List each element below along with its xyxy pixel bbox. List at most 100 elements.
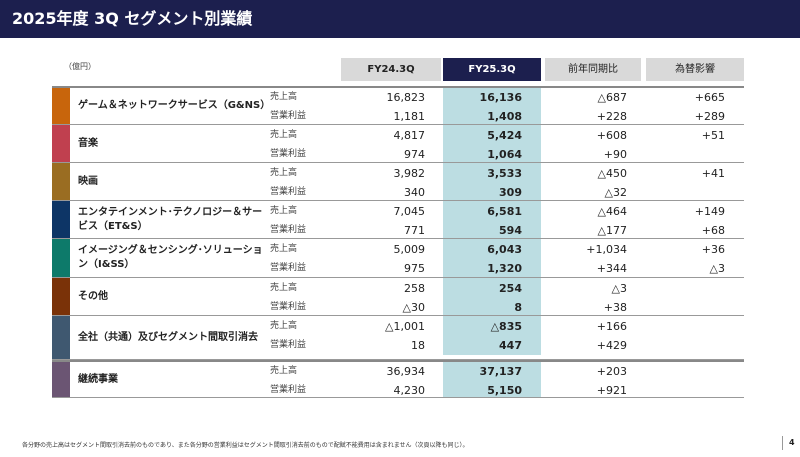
segment-name: エンタテインメント･テクノロジー＆サービス（ET&S） xyxy=(78,206,263,232)
metric-label: 売上高 xyxy=(270,366,298,376)
metric-label: 売上高 xyxy=(270,244,298,254)
value-cell: +149 xyxy=(694,205,725,218)
value-cell: 5,424 xyxy=(487,129,522,142)
value-cell: 1,408 xyxy=(487,110,522,123)
value-cell: △687 xyxy=(597,91,627,104)
value-cell: 3,982 xyxy=(393,167,426,180)
segment-color-swatch xyxy=(52,163,70,200)
value-cell: +344 xyxy=(596,262,627,275)
value-cell: 340 xyxy=(404,186,425,199)
value-cell: 5,009 xyxy=(393,243,426,256)
segment-color-swatch xyxy=(52,278,70,315)
value-cell: +90 xyxy=(603,148,627,161)
value-cell: 5,150 xyxy=(487,384,522,397)
metric-label: 営業利益 xyxy=(270,302,307,312)
metric-label: 営業利益 xyxy=(270,340,307,350)
value-cell: +166 xyxy=(596,320,627,333)
header-fy24: FY24.3Q xyxy=(341,58,441,81)
value-cell: +1,034 xyxy=(586,243,627,256)
header-fx: 為替影響 xyxy=(646,58,744,81)
segment-color-swatch xyxy=(52,201,70,238)
value-cell: 7,045 xyxy=(393,205,426,218)
slide-title: 2025年度 3Q セグメント別業績 xyxy=(0,0,800,38)
metric-label: 売上高 xyxy=(270,92,298,102)
value-cell: +608 xyxy=(596,129,627,142)
segment-name: 全社（共通）及びセグメント間取引消去 xyxy=(78,331,258,343)
metric-label: 営業利益 xyxy=(270,385,307,395)
segment-color-swatch xyxy=(52,316,70,359)
metric-label: 営業利益 xyxy=(270,263,307,273)
value-cell: 16,136 xyxy=(479,91,522,104)
metric-label: 売上高 xyxy=(270,206,298,216)
segment-name: ゲーム＆ネットワークサービス（G&NS） xyxy=(78,100,271,111)
value-cell: △835 xyxy=(490,320,522,333)
value-cell: 975 xyxy=(404,262,425,275)
segment-color-swatch xyxy=(52,239,70,277)
value-cell: 3,533 xyxy=(487,167,522,180)
segment-row: 映画 売上高 3,982 3,533 △450 +41 営業利益 340 309 △32 xyxy=(52,163,744,201)
footnote: 各分野の売上高はセグメント間取引消去前のものであり、また各分野の営業利益はセグメ… xyxy=(22,442,469,449)
segment-color-swatch xyxy=(52,125,70,162)
value-cell: 4,230 xyxy=(393,384,426,397)
segment-row: ゲーム＆ネットワークサービス（G&NS） 売上高 16,823 16,136 △687 +… xyxy=(52,86,744,125)
value-cell: 18 xyxy=(411,339,425,352)
value-cell: △30 xyxy=(402,301,425,314)
segment-name: イメージング＆センシング･ソリューション（I&SS） xyxy=(78,245,263,270)
value-cell: 16,823 xyxy=(386,91,426,104)
metric-label: 営業利益 xyxy=(270,187,307,197)
value-cell: +203 xyxy=(596,365,627,378)
current-column-highlight xyxy=(443,86,541,355)
segment-row: イメージング＆センシング･ソリューション（I&SS） 売上高 5,009 6,043 +… xyxy=(52,239,744,278)
metric-label: 売上高 xyxy=(270,321,298,331)
value-cell: 1,320 xyxy=(487,262,522,275)
value-cell: △177 xyxy=(597,224,627,237)
segment-row: その他 売上高 258 254 △3 営業利益 △30 8 +38 xyxy=(52,278,744,316)
segment-color-swatch xyxy=(52,88,70,124)
value-cell: +38 xyxy=(603,301,627,314)
value-cell: +228 xyxy=(596,110,627,123)
value-cell: △1,001 xyxy=(385,320,425,333)
segment-name: 映画 xyxy=(78,175,98,187)
value-cell: 974 xyxy=(404,148,425,161)
value-cell: 258 xyxy=(404,282,425,295)
segment-row: エンタテインメント･テクノロジー＆サービス（ET&S） 売上高 7,045 6,581… xyxy=(52,201,744,239)
metric-label: 営業利益 xyxy=(270,225,307,235)
value-cell: +921 xyxy=(596,384,627,397)
value-cell: 254 xyxy=(499,282,522,295)
metric-label: 売上高 xyxy=(270,168,298,178)
value-cell: △450 xyxy=(597,167,627,180)
segment-row: 全社（共通）及びセグメント間取引消去 売上高 △1,001 △835 +166 営業利益 1… xyxy=(52,316,744,360)
value-cell: 37,137 xyxy=(479,365,522,378)
header-yoy: 前年同期比 xyxy=(545,58,641,81)
value-cell: △3 xyxy=(709,262,725,275)
value-cell: △32 xyxy=(604,186,627,199)
value-cell: △464 xyxy=(597,205,627,218)
value-cell: 6,043 xyxy=(487,243,522,256)
value-cell: 4,817 xyxy=(393,129,426,142)
segment-row: 継続事業 売上高 36,934 37,137 +203 営業利益 4,230 5,150 +92… xyxy=(52,360,744,398)
header-fy25: FY25.3Q xyxy=(443,58,541,81)
value-cell: 8 xyxy=(514,301,522,314)
value-cell: 6,581 xyxy=(487,205,522,218)
segment-name: その他 xyxy=(78,290,108,302)
unit-label: （億円） xyxy=(64,62,96,71)
value-cell: +289 xyxy=(694,110,725,123)
value-cell: +51 xyxy=(701,129,725,142)
metric-label: 営業利益 xyxy=(270,149,307,159)
metric-label: 営業利益 xyxy=(270,111,307,121)
value-cell: △3 xyxy=(611,282,627,295)
value-cell: 594 xyxy=(499,224,522,237)
value-cell: +68 xyxy=(701,224,725,237)
value-cell: 447 xyxy=(499,339,522,352)
value-cell: 36,934 xyxy=(386,365,426,378)
current-column-highlight-total xyxy=(443,360,541,398)
segment-color-swatch xyxy=(52,362,70,397)
segment-name: 継続事業 xyxy=(78,373,118,385)
value-cell: 1,181 xyxy=(393,110,426,123)
value-cell: 1,064 xyxy=(487,148,522,161)
value-cell: 771 xyxy=(404,224,425,237)
segment-row: 音楽 売上高 4,817 5,424 +608 +51 営業利益 974 1,064 +90 xyxy=(52,125,744,163)
metric-label: 売上高 xyxy=(270,283,298,293)
value-cell: 309 xyxy=(499,186,522,199)
metric-label: 売上高 xyxy=(270,130,298,140)
